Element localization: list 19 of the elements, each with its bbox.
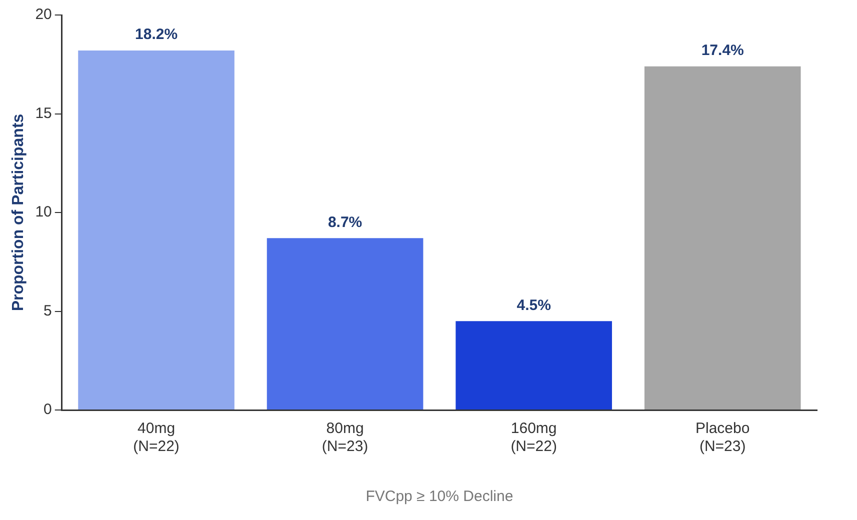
bar — [266, 238, 424, 410]
y-tick-label: 0 — [44, 401, 52, 418]
y-tick-label: 20 — [35, 6, 52, 24]
y-tick-label: 5 — [44, 302, 52, 320]
bar — [644, 66, 801, 410]
x-tick-label: 160mg (N=22) — [510, 420, 557, 456]
data-label: 18.2% — [135, 26, 178, 44]
y-tick-label: 15 — [35, 104, 52, 122]
data-label: 4.5% — [516, 296, 551, 314]
data-label: 8.7% — [328, 214, 362, 231]
x-axis-title: FVCpp ≥ 10% Decline — [366, 488, 514, 506]
bar — [78, 50, 234, 410]
bar — [456, 321, 612, 410]
y-axis-title: Proportion of Participants — [10, 114, 28, 312]
x-tick-label: 40mg (N=22) — [133, 420, 180, 456]
data-label: 17.4% — [701, 42, 744, 59]
x-tick-label: Placebo (N=23) — [696, 420, 750, 456]
y-tick-label: 10 — [35, 204, 52, 221]
x-tick-label: 80mg (N=23) — [322, 420, 368, 456]
